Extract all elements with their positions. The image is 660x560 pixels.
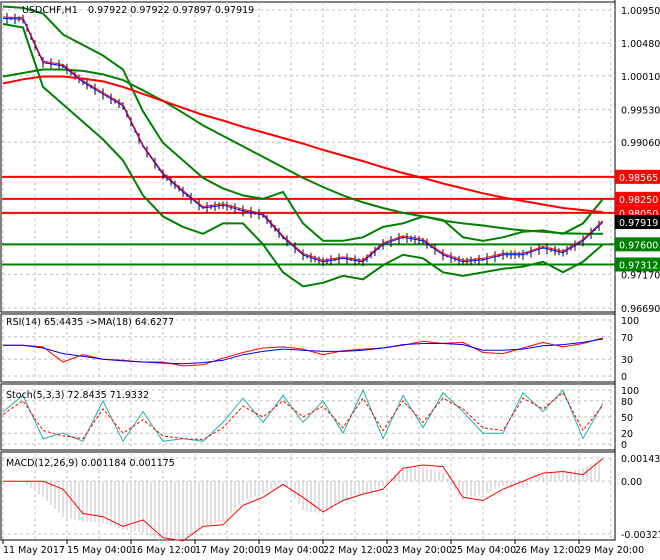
stoch-tick: 0 [621, 440, 627, 451]
price-tick: 0.99530 [621, 105, 660, 116]
time-label: 23 May 20:00 [387, 545, 452, 556]
macd-label: MACD(12,26,9) 0.001184 0.001175 [6, 458, 175, 469]
level-value: 0.98050 [619, 209, 658, 220]
bollinger-upper [2, 5, 604, 242]
time-label: 11 May 2017 [3, 545, 65, 556]
bollinger-lower [2, 23, 604, 288]
time-label: 16 May 12:00 [131, 545, 196, 556]
stoch-tick: 80 [621, 397, 633, 408]
time-label: 19 May 04:00 [259, 545, 324, 556]
stoch-tick: 20 [621, 429, 633, 440]
level-value: 0.98250 [619, 195, 658, 206]
macd-tick: -0.003272 [621, 530, 660, 541]
rsi-tick: 0 [621, 372, 627, 383]
ohlc-readout: 0.97922 0.97922 0.97897 0.97919 [88, 5, 254, 16]
time-label: 22 May 12:00 [323, 545, 388, 556]
stoch-main-line [2, 388, 604, 443]
level-badge [615, 191, 660, 206]
symbol-label: USDCHF,H1 [22, 5, 78, 16]
current-price-badge [615, 215, 660, 230]
time-label: 17 May 20:00 [195, 545, 260, 556]
macd-tick: 0.001434 [621, 454, 660, 465]
level-badge [615, 257, 660, 272]
rsi-tick: 100 [621, 316, 639, 327]
time-label: 26 May 12:00 [515, 545, 580, 556]
macd-tick: 0.00 [621, 477, 642, 488]
stoch-label: Stoch(5,3,3) 72.8435 71.9332 [6, 390, 149, 401]
rsi-ma-line [3, 338, 604, 365]
rsi-label: RSI(14) 65.4435 ->MA(18) 64.6277 [6, 317, 174, 328]
level-badge [615, 169, 660, 184]
stoch-tick: 50 [621, 413, 633, 424]
price-tick: 1.00480 [621, 39, 660, 50]
stoch-tick: 100 [621, 386, 639, 397]
level-value: 0.98565 [619, 173, 658, 184]
stoch-signal-line [2, 391, 604, 441]
time-label: 29 May 20:00 [579, 545, 644, 556]
level-badge [615, 237, 660, 252]
current-price: 0.97919 [619, 218, 658, 229]
rsi-tick: 30 [621, 355, 633, 366]
level-value: 0.97600 [619, 240, 658, 251]
price-tick: 1.00950 [621, 6, 660, 17]
price-tick: 1.00010 [621, 72, 660, 83]
panel-frame-0 [0, 1, 616, 313]
ma-red [2, 75, 604, 214]
price-tick: 0.96690 [621, 304, 660, 315]
level-value: 0.97312 [619, 260, 658, 271]
ma-green [2, 68, 603, 235]
time-label: 25 May 04:00 [451, 545, 516, 556]
time-label: 15 May 04:00 [67, 545, 132, 556]
rsi-line [3, 337, 604, 367]
macd-signal-line [3, 458, 604, 542]
rsi-tick: 70 [621, 333, 633, 344]
price-tick: 0.99060 [621, 138, 660, 149]
ma-fast-red [2, 16, 604, 261]
price-tick: 0.97170 [621, 270, 660, 281]
ma-fast-blue [2, 17, 604, 263]
